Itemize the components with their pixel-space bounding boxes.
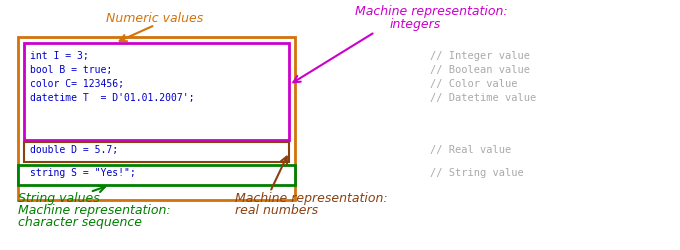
Bar	[18, 165, 295, 185]
Text: // Boolean value: // Boolean value	[430, 65, 530, 75]
Text: character sequence: character sequence	[18, 216, 142, 229]
Text: int I = 3;: int I = 3;	[30, 51, 89, 61]
Text: Machine representation:: Machine representation:	[18, 204, 171, 217]
Text: Machine representation:: Machine representation:	[235, 192, 388, 205]
Bar	[24, 142, 289, 162]
Text: // Datetime value: // Datetime value	[430, 93, 537, 103]
Text: String values: String values	[18, 192, 100, 205]
Text: datetime T  = D'01.01.2007';: datetime T = D'01.01.2007';	[30, 93, 194, 103]
Text: // String value: // String value	[430, 168, 524, 178]
Text: string S = "Yes!";: string S = "Yes!";	[30, 168, 136, 178]
Text: Machine representation:: Machine representation:	[355, 5, 508, 18]
Text: color C= 123456;: color C= 123456;	[30, 79, 124, 89]
Bar	[18, 37, 295, 200]
Text: // Color value: // Color value	[430, 79, 517, 89]
Text: // Integer value: // Integer value	[430, 51, 530, 61]
Text: double D = 5.7;: double D = 5.7;	[30, 145, 118, 155]
Text: integers: integers	[390, 18, 441, 31]
Text: bool B = true;: bool B = true;	[30, 65, 112, 75]
Text: Numeric values: Numeric values	[106, 12, 203, 25]
Bar	[24, 43, 289, 140]
Text: // Real value: // Real value	[430, 145, 511, 155]
Text: real numbers: real numbers	[235, 204, 318, 217]
